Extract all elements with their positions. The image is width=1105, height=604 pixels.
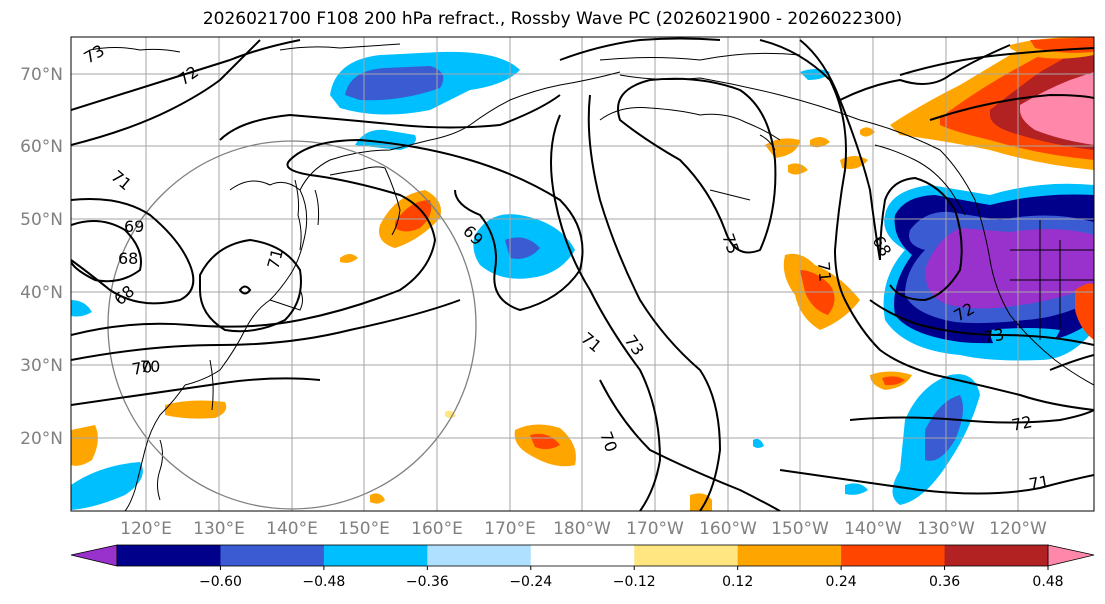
lon-label: 130°W xyxy=(917,519,975,539)
contour-label: 73 xyxy=(982,325,1005,347)
colorbar-tick-label: −0.36 xyxy=(406,574,449,590)
lon-label: 140°W xyxy=(844,519,902,539)
lon-label: 180°W xyxy=(553,519,611,539)
colorbar-tick-label: −0.60 xyxy=(199,574,242,590)
lon-label: 150°W xyxy=(771,519,829,539)
lon-label: 120°E xyxy=(120,519,172,539)
colorbar-tick-label: 0.24 xyxy=(826,574,857,590)
plot-frame xyxy=(70,36,1095,512)
colorbar-segment xyxy=(634,545,739,566)
lon-label: 140°E xyxy=(266,519,318,539)
contour-label: 69 xyxy=(124,217,144,236)
colorbar-tick-label: 0.36 xyxy=(929,574,960,590)
lat-label: 30°N xyxy=(20,356,63,376)
colorbar-tick-label: −0.48 xyxy=(302,574,345,590)
latitude-axis: 70°N 60°N 50°N 40°N 30°N 20°N xyxy=(20,65,63,449)
contour-label: 70 xyxy=(140,357,160,376)
contour-label: 71 xyxy=(264,246,288,271)
lon-label: 150°E xyxy=(338,519,390,539)
lon-label: 170°W xyxy=(626,519,684,539)
contour-label: 70 xyxy=(130,357,153,379)
lat-label: 60°N xyxy=(20,137,63,157)
radius-circle xyxy=(107,140,477,510)
colorbar-segment xyxy=(323,545,428,566)
lon-label: 120°W xyxy=(989,519,1047,539)
lat-label: 40°N xyxy=(20,283,63,303)
coastlines xyxy=(89,43,1094,511)
contours xyxy=(71,37,1094,511)
lon-label: 160°W xyxy=(699,519,757,539)
colorbar-tick-label: −0.12 xyxy=(613,574,656,590)
contour-label: 68 xyxy=(118,249,138,268)
colorbar-segment xyxy=(117,545,221,566)
colorbar-segment xyxy=(737,545,842,566)
colorbar-segment xyxy=(530,545,635,566)
lon-label: 170°E xyxy=(484,519,536,539)
colorbar-tick-label: −0.24 xyxy=(509,574,552,590)
lon-label: 130°E xyxy=(193,519,245,539)
colorbar-low-arrow xyxy=(70,544,118,567)
colorbar-frame xyxy=(116,544,1049,567)
lat-label: 70°N xyxy=(20,65,63,85)
colorbar: −0.60 −0.48 −0.36 −0.24 −0.12 0.12 0.24 0.36 0.4… xyxy=(70,544,1095,590)
lat-label: 50°N xyxy=(20,210,63,230)
colorbar-segment xyxy=(427,545,532,566)
colorbar-tick-label: 0.48 xyxy=(1032,574,1063,590)
colorbar-segment xyxy=(944,545,1049,566)
lon-label: 160°E xyxy=(411,519,463,539)
map-title: 2026021700 F108 200 hPa refract., Rossby… xyxy=(202,9,903,29)
contour-label: 71 xyxy=(1027,472,1050,494)
contour-label: 71 xyxy=(814,261,835,283)
colorbar-high-arrow xyxy=(1047,544,1095,567)
colorbar-segment xyxy=(220,545,325,566)
colorbar-tick-label: 0.12 xyxy=(722,574,753,590)
colorbar-segment xyxy=(841,545,946,566)
lat-label: 20°N xyxy=(20,429,63,449)
contour-label: 72 xyxy=(1010,412,1034,435)
longitude-axis: 120°E 130°E 140°E 150°E 160°E 170°E 180°… xyxy=(120,519,1047,539)
